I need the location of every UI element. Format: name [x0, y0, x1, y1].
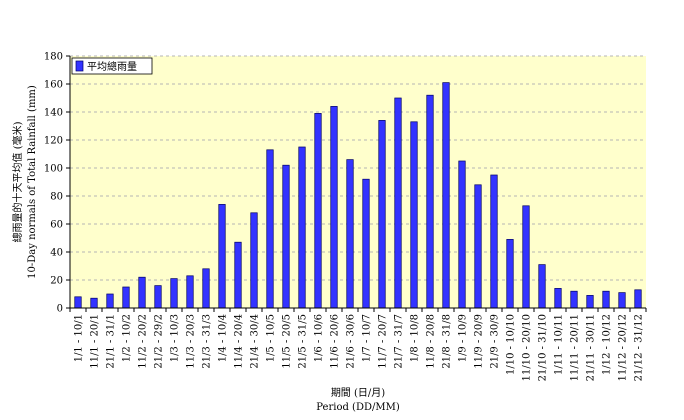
bar — [602, 290, 610, 309]
y-tick-label: 40 — [50, 248, 63, 259]
legend: 平均總雨量 — [71, 57, 153, 75]
grid-lines — [70, 55, 646, 281]
bar — [362, 178, 370, 309]
bar — [234, 241, 242, 309]
x-tick-label: 21/4 - 30/4 — [250, 314, 261, 369]
bar — [218, 204, 226, 309]
x-tick-label: 11/11 - 20/11 — [570, 314, 581, 381]
x-tick-label: 21/2 - 29/2 — [154, 314, 165, 369]
bar — [426, 94, 434, 309]
bar — [474, 184, 482, 309]
legend-swatch — [75, 60, 84, 72]
bar — [186, 275, 194, 309]
x-tick-label: 11/1 - 20/1 — [90, 314, 101, 369]
bar — [538, 264, 546, 309]
x-tick-label: 11/3 - 20/3 — [186, 314, 197, 369]
bar — [458, 160, 466, 309]
x-tick-label: 11/2 - 20/2 — [138, 314, 149, 369]
y-tick-label: 20 — [50, 276, 63, 287]
bar — [170, 278, 178, 309]
y-tick-label: 140 — [44, 108, 63, 119]
y-tick-label: 100 — [44, 164, 63, 175]
bar — [634, 289, 642, 309]
x-tick-label: 21/6 - 30/6 — [346, 314, 357, 369]
x-tick-label: 21/8 - 31/8 — [442, 314, 453, 369]
bar — [202, 268, 210, 309]
x-tick-label: 11/10 - 20/10 — [522, 314, 533, 381]
legend-label: 平均總雨量 — [87, 60, 137, 73]
x-tick-label: 21/11 - 30/11 — [586, 314, 597, 381]
x-tick-label: 1/6 - 10/6 — [314, 314, 325, 362]
x-tick-label: 1/12 - 10/12 — [602, 314, 613, 375]
bar — [506, 239, 514, 309]
bar — [138, 276, 146, 309]
bar — [282, 164, 290, 309]
x-tick-label: 1/4 - 10/4 — [218, 314, 229, 362]
y-tick-label: 0 — [57, 304, 63, 315]
x-tick-label: 21/1 - 31/1 — [106, 314, 117, 369]
bar — [618, 292, 626, 309]
y-ticks: 0 20 40 60 80 100 120 140 160 180 — [44, 52, 70, 315]
y-tick-label: 180 — [44, 52, 63, 63]
x-tick-label: 21/5 - 31/5 — [298, 314, 309, 369]
x-tick-label: 1/1 - 10/1 — [74, 314, 85, 362]
bar — [330, 106, 338, 309]
bar — [586, 295, 594, 309]
bar — [250, 212, 258, 309]
bar — [346, 159, 354, 309]
bar — [378, 120, 386, 309]
bar — [74, 296, 82, 309]
y-tick-label: 60 — [50, 220, 63, 231]
x-tick-label: 11/8 - 20/8 — [426, 314, 437, 369]
x-tick-label: 1/8 - 10/8 — [410, 314, 421, 362]
bar — [554, 288, 562, 309]
bar — [490, 174, 498, 309]
x-tick-label: 11/12 - 20/12 — [618, 314, 629, 381]
x-tick-label: 21/7 - 31/7 — [394, 314, 405, 369]
x-tick-label: 1/7 - 10/7 — [362, 314, 373, 362]
x-axis-title-zh: 期間 (日/月) — [331, 387, 385, 399]
x-tick-label: 1/2 - 10/2 — [122, 314, 133, 362]
x-tick-label: 21/3 - 31/3 — [202, 314, 213, 369]
x-tick-label: 11/7 - 20/7 — [378, 314, 389, 369]
bar — [570, 290, 578, 309]
x-tick-label: 1/9 - 10/9 — [458, 314, 469, 362]
bar — [154, 285, 162, 309]
plot-area — [70, 56, 646, 308]
bar — [314, 113, 322, 309]
bar — [522, 205, 530, 309]
legend-box — [71, 57, 153, 75]
x-tick-label: 1/3 - 10/3 — [170, 314, 181, 362]
x-tick-label: 11/9 - 20/9 — [474, 314, 485, 369]
bar — [106, 293, 114, 309]
x-tick-label: 21/10 - 31/10 — [538, 314, 549, 381]
x-tick-label: 1/11 - 10/11 — [554, 314, 565, 375]
x-tick-label: 11/5 - 20/5 — [282, 314, 293, 369]
x-ticks: 1/1 - 10/1 11/1 - 20/1 21/1 - 31/1 1/2 - 10… — [69, 308, 647, 381]
bar — [442, 82, 450, 309]
y-tick-label: 80 — [50, 192, 63, 203]
x-tick-label: 11/4 - 20/4 — [234, 314, 245, 369]
bar — [90, 297, 98, 309]
y-tick-label: 120 — [44, 136, 63, 147]
bar — [266, 149, 274, 309]
bar — [410, 121, 418, 309]
x-tick-label: 21/12 - 31/12 — [634, 314, 645, 381]
x-tick-label: 1/10 - 10/10 — [506, 314, 517, 375]
y-axis-title-en: 10-Day normals of Total Rainfall (mm) — [27, 85, 38, 279]
x-tick-label: 1/5 - 10/5 — [266, 314, 277, 362]
bar — [394, 97, 402, 309]
bar — [122, 286, 130, 309]
y-tick-label: 160 — [44, 80, 63, 91]
x-axis-title-en: Period (DD/MM) — [316, 402, 400, 413]
y-axis-title-zh: 總雨量的十天平均值 (毫米) — [11, 121, 24, 242]
x-tick-label: 11/6 - 20/6 — [330, 314, 341, 369]
bar — [298, 146, 306, 309]
x-tick-label: 21/9 - 30/9 — [490, 314, 501, 369]
